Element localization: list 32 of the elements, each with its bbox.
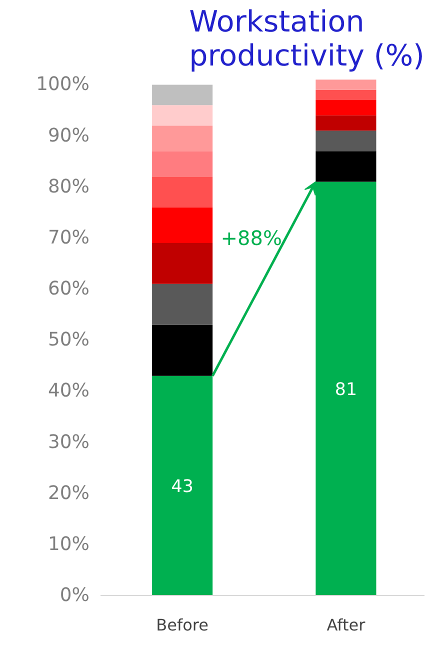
bar [152,207,213,244]
x-tick-label: After [326,616,366,634]
x-tick-label: Before [156,616,208,634]
y-tick-label: 80% [48,176,90,198]
y-tick-label: 90% [48,125,90,146]
y-tick-label: 60% [48,278,90,300]
bar [316,151,376,182]
y-tick-label: 0% [60,585,90,606]
annotation: +88% [220,226,282,250]
y-tick-label: 50% [48,330,90,351]
bar [152,126,213,152]
bar [152,176,213,208]
y-tick-label: 10% [48,534,90,555]
bar [152,84,213,106]
bar [152,151,213,177]
bar [152,324,213,376]
bar [152,243,213,284]
data-label: 81 [334,380,357,400]
data-label: 43 [171,477,194,498]
bar [316,130,376,152]
y-tick-label: 20% [48,482,90,504]
bar [316,90,376,100]
y-tick-label: 30% [48,432,90,453]
bar [152,105,213,126]
bar [316,115,376,131]
bar [316,80,376,90]
bar [316,100,376,116]
y-tick-label: 40% [48,380,90,402]
bar [152,284,213,325]
chart-title: Workstation productivity (%) [189,4,425,72]
y-tick-label: 70% [48,227,90,248]
y-tick-label: 100% [36,74,90,96]
